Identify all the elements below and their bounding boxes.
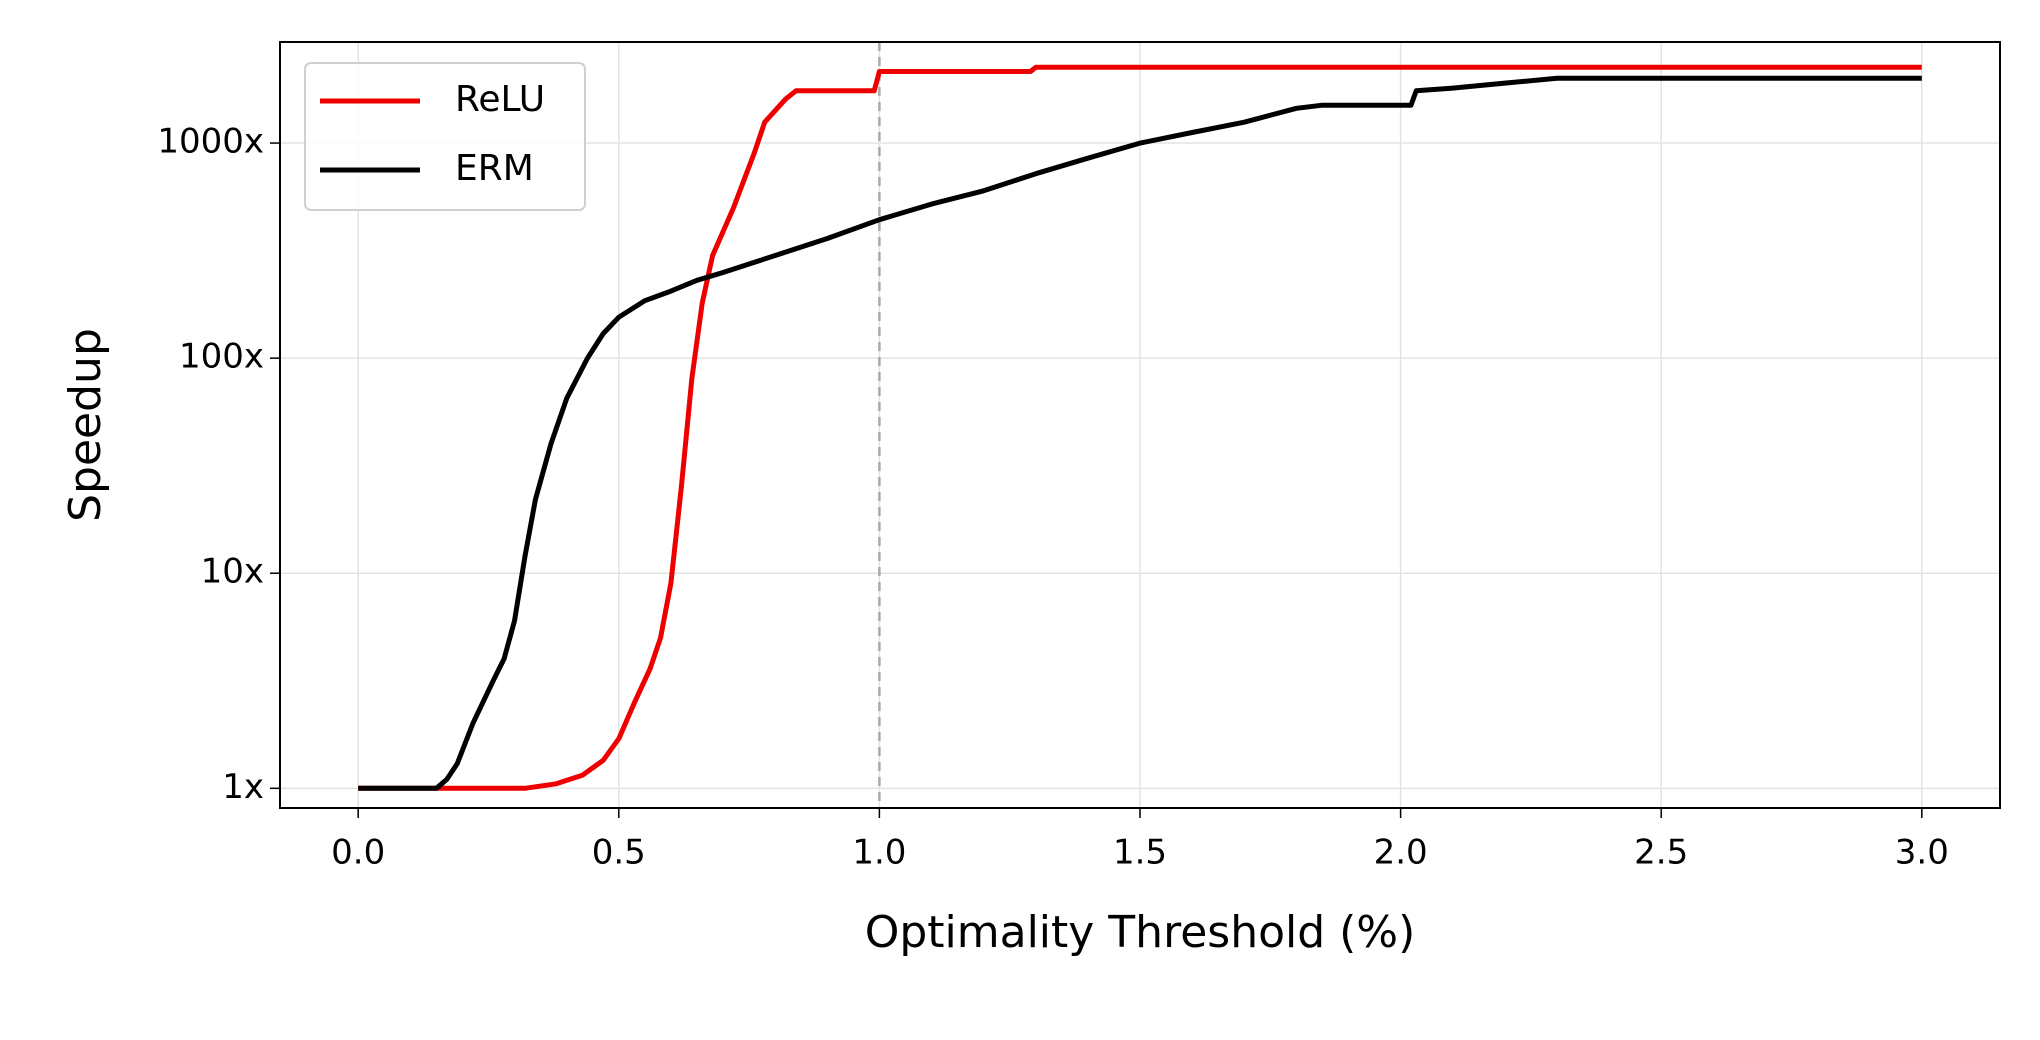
- series-line: [358, 64, 1922, 791]
- legend-label: ERM: [455, 148, 534, 189]
- x-tick-label: 0.0: [331, 833, 385, 873]
- y-tick-label: 1x: [222, 767, 264, 807]
- y-tick-label: 10x: [201, 552, 264, 592]
- legend-label: ReLU: [455, 79, 545, 120]
- plot-frame: [279, 41, 2001, 809]
- x-axis-label: Optimality Threshold (%): [865, 907, 1416, 958]
- x-tick-label: 2.0: [1374, 833, 1428, 873]
- x-tick-label: 1.5: [1113, 833, 1167, 873]
- y-tick-label: 1000x: [157, 122, 264, 162]
- x-tick-label: 2.5: [1634, 833, 1688, 873]
- x-tick-label: 0.5: [592, 833, 646, 873]
- x-tick-label: 1.0: [852, 833, 906, 873]
- y-axis-label: Speedup: [60, 328, 111, 522]
- y-tick-label: 100x: [179, 337, 264, 377]
- x-tick-label: 3.0: [1895, 833, 1949, 873]
- series-line: [358, 75, 1922, 791]
